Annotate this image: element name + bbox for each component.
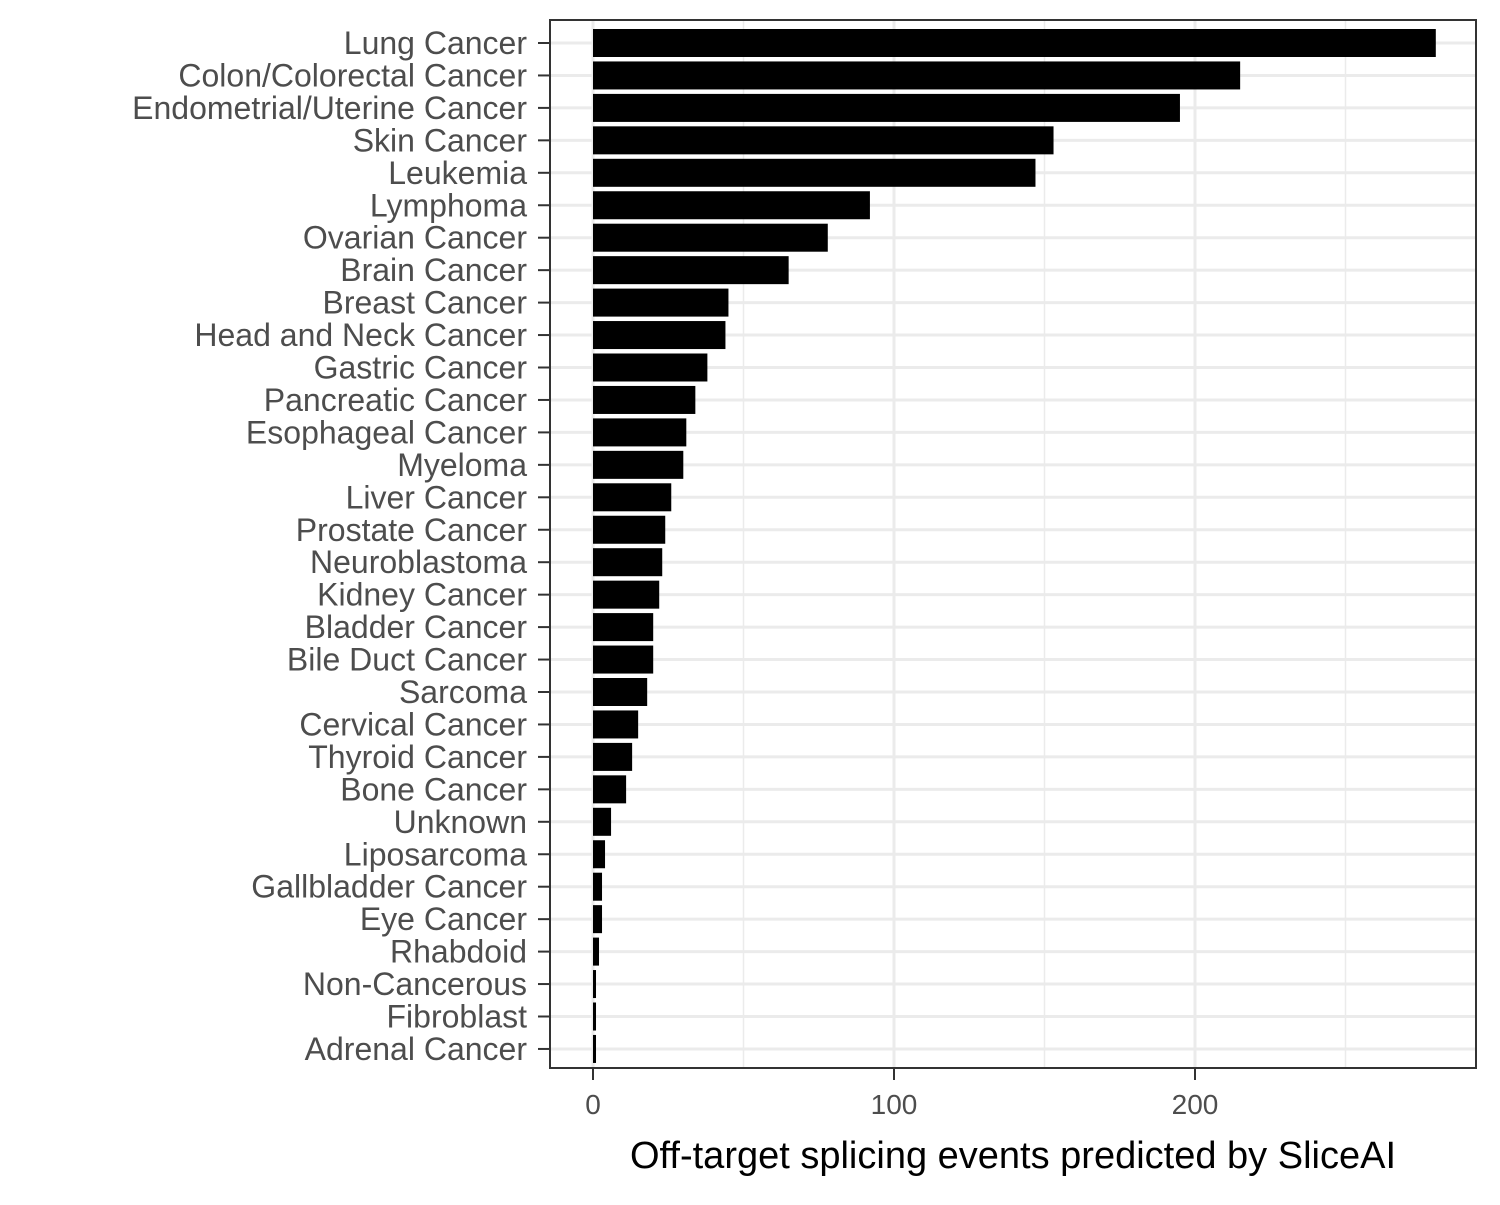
bar [593, 1034, 597, 1063]
bar [593, 905, 603, 934]
y-tick-label: Gallbladder Cancer [251, 869, 527, 905]
bar [593, 288, 729, 317]
bar [593, 613, 654, 642]
y-tick-label: Liposarcoma [344, 836, 527, 872]
y-tick-label: Lung Cancer [344, 25, 528, 61]
x-tick-label: 200 [1172, 1089, 1219, 1120]
y-tick-label: Neuroblastoma [310, 544, 527, 580]
y-tick-label: Kidney Cancer [317, 577, 527, 613]
y-tick-label: Colon/Colorectal Cancer [178, 57, 527, 93]
bar [593, 321, 726, 350]
bar [593, 807, 612, 836]
y-tick-label: Leukemia [388, 155, 527, 191]
y-tick-label: Prostate Cancer [296, 512, 528, 548]
y-tick-label: Bile Duct Cancer [287, 642, 527, 678]
bar [593, 93, 1180, 122]
y-tick-label: Endometrial/Uterine Cancer [132, 90, 527, 126]
x-axis: 0 100 200 [585, 1068, 1218, 1120]
bar [593, 223, 828, 252]
bar [593, 937, 600, 966]
y-tick-label: Liver Cancer [346, 479, 528, 515]
y-tick-label: Gastric Cancer [314, 350, 528, 386]
x-axis-title: Off-target splicing events predicted by … [630, 1135, 1396, 1177]
y-tick-label: Thyroid Cancer [308, 739, 527, 775]
bar [593, 710, 639, 739]
bar [593, 645, 654, 674]
bar [593, 580, 660, 609]
bar [593, 256, 789, 285]
y-tick-label: Sarcoma [399, 674, 527, 710]
bar [593, 450, 684, 479]
y-tick-label: Head and Neck Cancer [194, 317, 527, 353]
bar [593, 126, 1054, 155]
bar [593, 515, 666, 544]
bar [593, 418, 687, 447]
bar [593, 385, 696, 414]
y-tick-label: Fibroblast [387, 999, 528, 1035]
y-tick-label: Non-Cancerous [303, 966, 527, 1002]
bar-layer [593, 29, 1436, 1063]
y-tick-label: Lymphoma [370, 187, 527, 223]
bar [593, 483, 672, 512]
y-tick-label: Skin Cancer [353, 122, 528, 158]
y-tick-label: Myeloma [397, 447, 527, 483]
y-tick-label: Pancreatic Cancer [264, 382, 528, 418]
y-tick-label: Breast Cancer [322, 285, 527, 321]
bar [593, 158, 1036, 187]
y-tick-label: Rhabdoid [390, 934, 527, 970]
bar [593, 970, 597, 999]
bar [593, 678, 648, 706]
y-tick-label: Eye Cancer [360, 901, 528, 937]
bar [593, 353, 708, 382]
y-tick-label: Unknown [394, 804, 527, 840]
bar [593, 29, 1436, 57]
bar [593, 742, 633, 771]
y-tick-label: Bone Cancer [340, 771, 527, 807]
x-tick-label: 0 [585, 1089, 601, 1120]
x-tick-label: 100 [871, 1089, 918, 1120]
y-tick-label: Esophageal Cancer [246, 414, 527, 450]
bar [593, 872, 603, 901]
bar [593, 191, 870, 220]
y-tick-label: Brain Cancer [340, 252, 527, 288]
bar [593, 840, 606, 869]
y-tick-label: Adrenal Cancer [305, 1031, 528, 1067]
bar [593, 61, 1241, 90]
bar [593, 1002, 597, 1031]
panel-border [549, 19, 1477, 1069]
bar [593, 775, 627, 804]
y-tick-label: Bladder Cancer [305, 609, 528, 645]
y-tick-label: Ovarian Cancer [303, 220, 527, 256]
bar [593, 548, 663, 577]
y-tick-label: Cervical Cancer [299, 706, 527, 742]
